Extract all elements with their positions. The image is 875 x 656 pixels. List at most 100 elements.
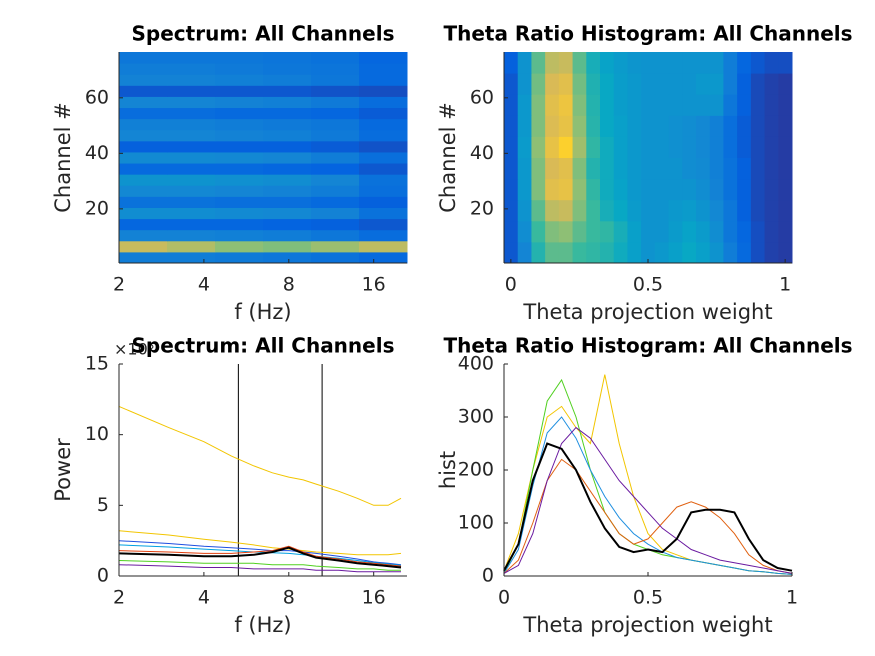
heatmap-cell (750, 136, 766, 158)
heatmap-cell (668, 241, 683, 264)
heatmap-cell (359, 151, 408, 164)
heatmap-cell (215, 185, 264, 197)
heatmap-cell (517, 136, 532, 158)
heatmap-cell (119, 207, 168, 220)
heatmap-cell (167, 185, 216, 197)
y-tick-label: 60 (85, 86, 109, 108)
heatmap-cell (723, 136, 738, 158)
heatmap-cell (668, 115, 683, 137)
heatmap-cell (723, 241, 738, 264)
heatmap-cell (531, 241, 546, 264)
heatmap-cell (545, 94, 560, 116)
heatmap-cell (215, 196, 264, 208)
heatmap-cell (723, 220, 738, 243)
heatmap-cell (764, 94, 779, 116)
heatmap-cell (764, 136, 779, 158)
heatmap-cell (531, 52, 546, 74)
heatmap-cell (215, 251, 264, 264)
heatmap-cell (531, 220, 546, 243)
heatmap-cell (572, 157, 587, 180)
heatmap-cell (600, 52, 615, 74)
heatmap-cell (215, 240, 264, 253)
heatmap-cell (586, 115, 601, 137)
heatmap-cell (586, 178, 601, 201)
heatmap-cell (167, 196, 216, 208)
heatmap-cell (682, 73, 697, 95)
heatmap-cell (572, 52, 587, 74)
heatmap-cell (737, 241, 752, 264)
heatmap-cell (778, 220, 793, 243)
x-tick-label: 4 (198, 274, 210, 296)
heatmap-cell (750, 94, 766, 116)
heatmap-cell (600, 220, 615, 243)
heatmap-cell (263, 151, 312, 164)
x-tick-label: 8 (283, 274, 295, 296)
heatmap-cell (572, 178, 587, 201)
heatmap-cell (263, 251, 312, 264)
heatmap-cell (654, 136, 670, 158)
heatmap-cell (750, 115, 766, 137)
heatmap-cell (558, 241, 574, 264)
y-tick-label: 60 (470, 86, 494, 108)
heatmap-cell (311, 196, 360, 208)
heatmap-cell (668, 220, 683, 243)
heatmap-cell (750, 199, 766, 222)
heatmap-cell (764, 157, 779, 180)
heatmap-cell (709, 52, 724, 74)
heatmap-cell (778, 94, 793, 116)
heatmap-cell (263, 207, 312, 220)
heatmap-cell (764, 52, 779, 74)
heatmap-cell (641, 220, 656, 243)
heatmap-cell (558, 94, 574, 116)
heatmap-cell (600, 199, 615, 222)
heatmap-cell (613, 115, 628, 137)
heatmap-cell (545, 199, 560, 222)
heatmap-cell (167, 74, 216, 86)
heatmap-cell (723, 94, 738, 116)
data-line (118, 564, 401, 573)
heatmap-cell (167, 107, 216, 120)
heatmap-cell (167, 174, 216, 186)
heatmap-cell (167, 218, 216, 231)
heatmap-cell (627, 220, 642, 243)
heatmap-cell (545, 157, 560, 180)
heatmap-cell (531, 94, 546, 116)
heatmap-cell (723, 115, 738, 137)
heatmap-cell (311, 129, 360, 142)
heatmap-cell (558, 199, 574, 222)
heatmap-cell (215, 229, 264, 242)
heatmap-cell (558, 73, 574, 95)
heatmap-cell (517, 94, 532, 116)
heatmap-cell (215, 96, 264, 109)
heatmap-cell (778, 178, 793, 201)
heatmap-cell (750, 73, 766, 95)
heatmap-cell (504, 52, 519, 74)
heatmap-cell (263, 174, 312, 186)
heatmap-cell (504, 178, 519, 201)
heatmap-cell (167, 229, 216, 242)
heatmap-cell (613, 178, 628, 201)
heatmap-cell (167, 207, 216, 220)
heatmap-cell (627, 94, 642, 116)
heatmap-cell (737, 52, 752, 74)
heatmap-cell (654, 178, 670, 201)
heatmap-cell (545, 178, 560, 201)
heatmap-cell (613, 220, 628, 243)
heatmap-cell (778, 136, 793, 158)
heatmap-cell (359, 218, 408, 231)
heatmap-cell (696, 241, 711, 264)
heatmap-cell (558, 220, 574, 243)
heatmap-cell (545, 73, 560, 95)
heatmap-cell (709, 115, 724, 137)
heatmap-cell (119, 85, 168, 97)
heatmap-cell (682, 220, 697, 243)
heatmap-cell (668, 178, 683, 201)
heatmap-cell (709, 241, 724, 264)
heatmap-cell (586, 199, 601, 222)
heatmap-cell (504, 94, 519, 116)
heatmap-cell (723, 52, 738, 74)
heatmap-cell (359, 174, 408, 186)
heatmap-cell (696, 199, 711, 222)
heatmap-cell (627, 178, 642, 201)
